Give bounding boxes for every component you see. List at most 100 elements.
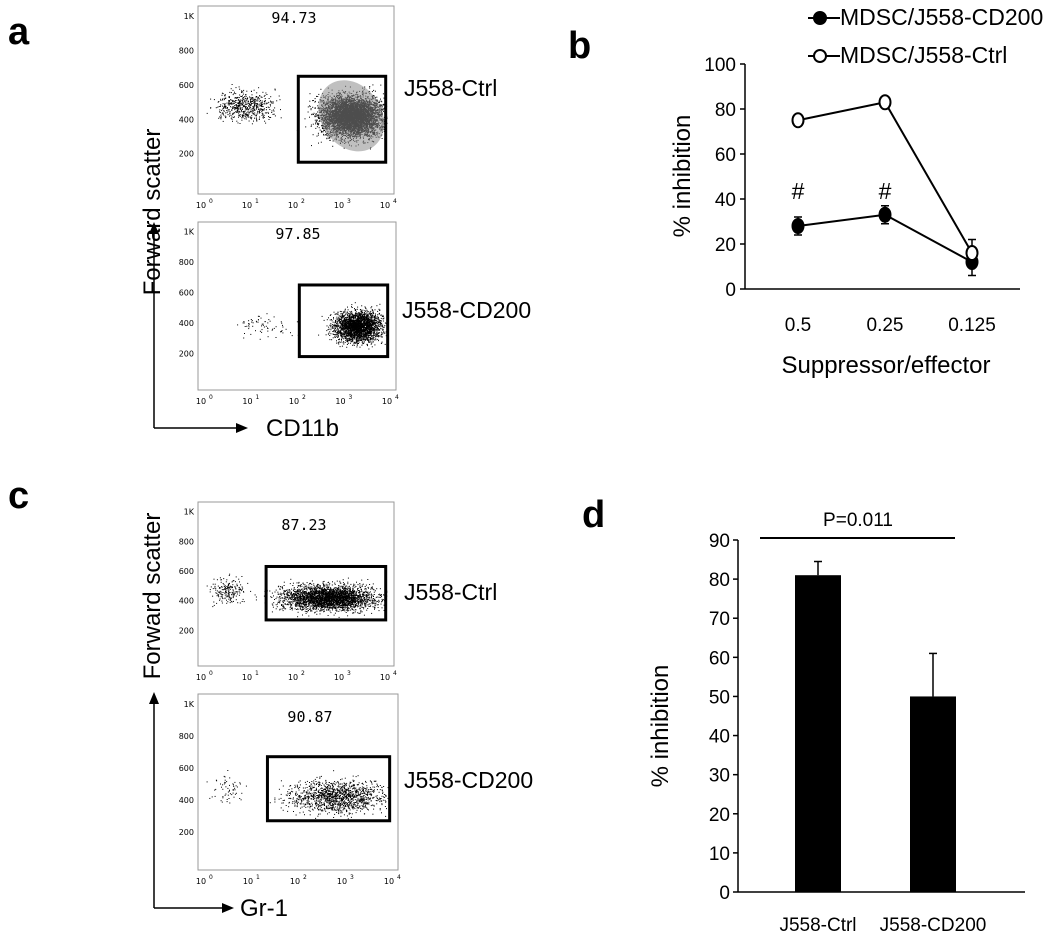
event-dot — [383, 110, 385, 112]
event-dot — [255, 96, 257, 98]
event-dot — [242, 104, 243, 105]
event-dot — [262, 116, 264, 118]
event-dot — [268, 107, 270, 109]
event-dot — [244, 97, 246, 99]
event-dot — [314, 116, 316, 118]
event-dot — [267, 111, 269, 113]
event-dot — [314, 98, 316, 100]
event-dot — [248, 101, 249, 103]
event-dot — [383, 97, 385, 99]
event-dot — [230, 114, 232, 116]
event-dot — [228, 109, 230, 111]
event-dot — [381, 106, 383, 108]
event-dot — [226, 102, 228, 104]
event-dot — [328, 137, 330, 139]
event-dot — [230, 103, 232, 105]
event-dot — [260, 96, 262, 98]
event-dot — [245, 106, 247, 108]
event-dot — [224, 106, 226, 108]
event-dot — [314, 108, 316, 109]
event-dot — [236, 107, 238, 109]
event-dot — [267, 102, 269, 104]
event-dot — [259, 118, 260, 120]
event-dot — [228, 104, 230, 106]
event-dot — [271, 112, 273, 113]
event-dot — [210, 107, 212, 109]
event-dot — [247, 100, 249, 102]
event-dot — [261, 112, 263, 114]
event-dot — [251, 117, 253, 119]
event-dot — [247, 97, 249, 99]
event-dot — [326, 134, 328, 136]
event-dot — [258, 110, 260, 112]
event-dot — [233, 116, 235, 118]
event-dot — [314, 107, 316, 109]
event-dot — [238, 97, 240, 99]
event-dot — [318, 142, 319, 144]
event-dot — [242, 114, 243, 116]
event-dot — [224, 104, 226, 106]
event-dot — [252, 100, 254, 102]
event-dot — [235, 97, 237, 99]
event-dot — [261, 104, 263, 105]
event-dot — [253, 107, 255, 109]
event-dot — [273, 113, 275, 115]
event-dot — [314, 100, 316, 102]
event-dot — [326, 138, 328, 140]
event-dot — [251, 108, 253, 110]
event-dot — [232, 94, 234, 96]
event-dot — [257, 107, 259, 109]
event-dot — [233, 112, 235, 114]
event-dot — [252, 102, 254, 104]
event-dot — [257, 96, 259, 98]
event-dot — [237, 99, 239, 101]
event-dot — [223, 114, 224, 116]
event-dot — [237, 111, 239, 113]
event-dot — [251, 97, 253, 99]
event-dot — [280, 109, 281, 111]
event-dot — [231, 103, 233, 105]
event-dot — [316, 119, 318, 121]
event-dot — [263, 114, 265, 116]
event-dot — [262, 114, 264, 116]
event-dot — [251, 115, 253, 117]
event-dot — [278, 95, 280, 97]
y-tick-label: 400 — [179, 115, 194, 124]
event-dot — [318, 101, 320, 103]
event-dot — [251, 94, 253, 96]
event-dot — [261, 100, 263, 102]
event-dot — [268, 98, 270, 99]
event-dot — [274, 89, 276, 91]
x-tick-exponent: 3 — [347, 198, 351, 205]
event-dot — [232, 106, 234, 108]
event-dot — [371, 91, 373, 93]
event-dot — [317, 134, 319, 136]
event-dot — [246, 109, 248, 110]
event-dot — [240, 109, 242, 110]
event-dot — [239, 102, 241, 104]
event-dot — [241, 91, 242, 93]
event-dot — [374, 90, 376, 92]
event-dot — [218, 101, 220, 102]
event-dot — [245, 108, 247, 110]
event-dot — [258, 87, 260, 89]
event-dot — [245, 103, 247, 105]
event-dot — [242, 117, 244, 119]
event-dot — [231, 118, 233, 120]
event-dot — [247, 103, 249, 105]
event-dot — [227, 107, 228, 108]
event-dot — [225, 98, 227, 99]
event-dot — [270, 105, 271, 107]
event-dot — [239, 123, 241, 124]
event-dot — [378, 102, 380, 104]
event-dot — [234, 97, 236, 99]
event-dot — [239, 104, 241, 106]
event-dot — [317, 132, 319, 134]
event-dot — [257, 100, 259, 102]
event-dot — [220, 118, 222, 120]
event-dot — [373, 89, 375, 91]
event-dot — [264, 98, 266, 99]
event-dot — [217, 106, 219, 108]
